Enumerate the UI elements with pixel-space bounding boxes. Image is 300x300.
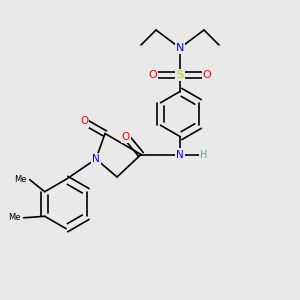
Text: O: O: [122, 131, 130, 142]
Text: N: N: [176, 149, 184, 160]
Text: O: O: [202, 70, 211, 80]
Text: Me: Me: [14, 175, 27, 184]
Text: N: N: [176, 43, 184, 53]
Text: S: S: [176, 70, 184, 80]
Text: O: O: [80, 116, 88, 127]
Text: O: O: [148, 70, 158, 80]
Text: Me: Me: [8, 213, 21, 222]
Text: N: N: [92, 154, 100, 164]
Text: H: H: [200, 149, 208, 160]
